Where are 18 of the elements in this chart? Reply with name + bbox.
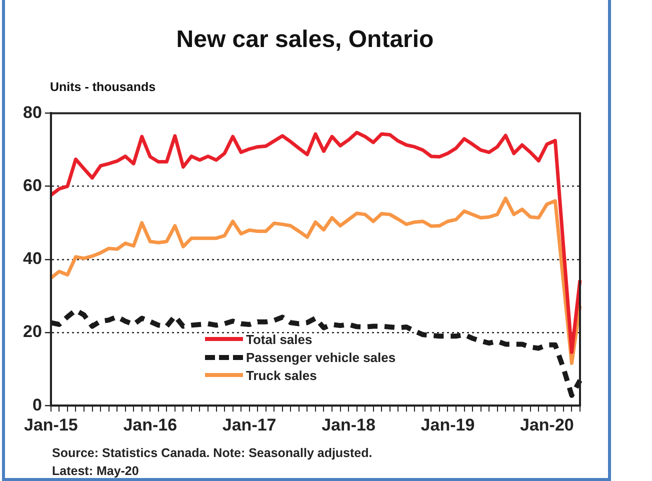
y-tick-label: 20 bbox=[23, 322, 42, 342]
text: Latest: May-20 bbox=[52, 463, 140, 480]
legend-label: Truck sales bbox=[246, 368, 317, 382]
legend-label: Total sales bbox=[246, 332, 312, 346]
y-tick-label: 60 bbox=[23, 176, 42, 195]
legend-label: Passenger vehicle sales bbox=[246, 350, 396, 364]
x-tick-label: Jan-15 bbox=[24, 415, 78, 434]
x-tick-label: Jan-19 bbox=[420, 415, 475, 434]
y-tick-label: 40 bbox=[23, 249, 42, 268]
y-tick-label: 80 bbox=[23, 102, 42, 122]
y-axis-title: Units - thousands bbox=[50, 80, 156, 94]
x-tick-label: Jan-17 bbox=[222, 415, 276, 434]
x-tick-label: Jan-18 bbox=[322, 415, 376, 434]
x-tick-label: Jan-20 bbox=[520, 415, 574, 434]
chart-title: New car sales, Ontario bbox=[175, 26, 435, 54]
source-note: Source: Statistics Canada. Note: Seasonally adjusted. bbox=[52, 445, 372, 462]
y-tick-label: 0 bbox=[32, 395, 42, 414]
x-tick-label: Jan-16 bbox=[123, 415, 178, 434]
